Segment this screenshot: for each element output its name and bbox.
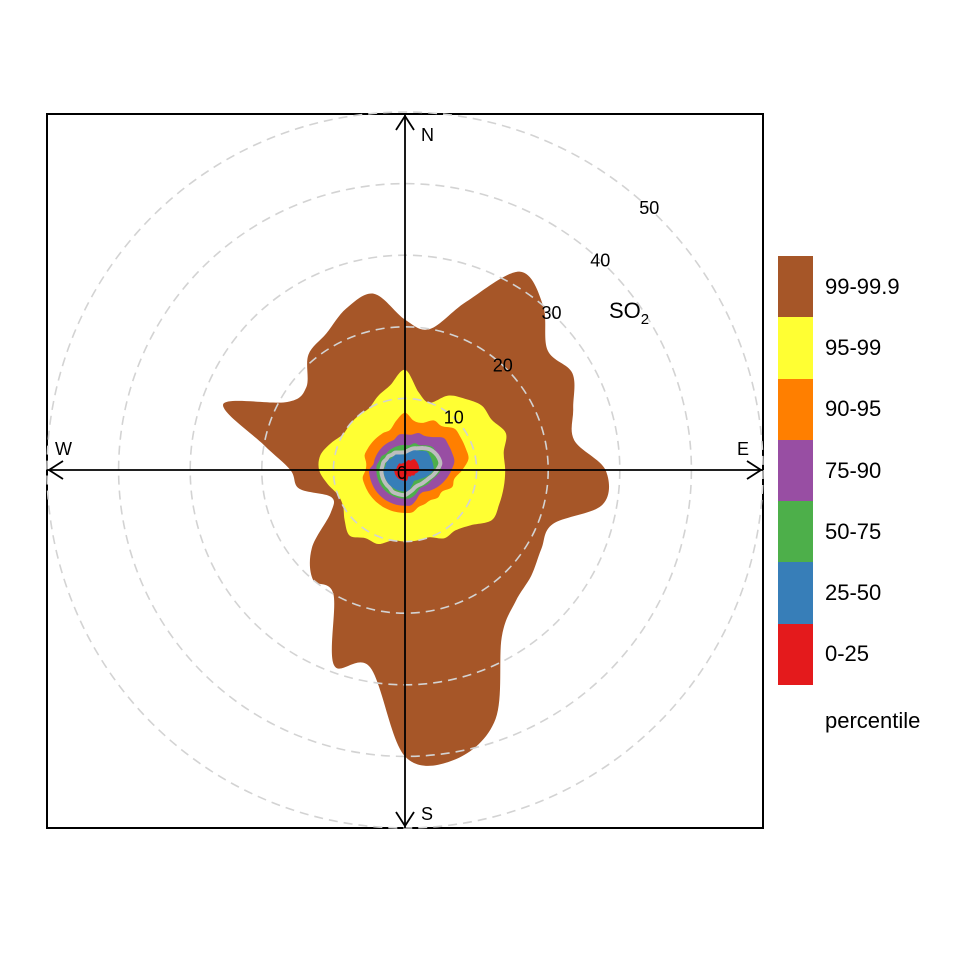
radial-tick-label-50: 50	[639, 198, 659, 218]
legend-item: 95-99	[778, 317, 958, 379]
north-arrow-icon	[395, 114, 415, 131]
legend-swatch	[778, 317, 813, 379]
west-arrow-icon	[47, 460, 64, 480]
legend-item: 0-25	[778, 623, 958, 686]
legend-swatch	[778, 256, 813, 318]
legend-item: 90-95	[778, 378, 958, 440]
south-arrow-icon	[395, 811, 415, 828]
radial-tick-label-20: 20	[493, 355, 513, 375]
legend-label: 25-50	[825, 580, 882, 606]
legend-item: 50-75	[778, 501, 958, 563]
legend-swatch	[778, 501, 813, 563]
legend-swatch	[778, 562, 813, 624]
legend-swatch	[778, 623, 813, 686]
legend-label: 99-99.9	[825, 273, 900, 299]
legend-swatches: 99-99.9 95-99 90-95 75-90 50-75 25-50 0-25	[778, 256, 958, 686]
direction-label-north: N	[421, 125, 434, 145]
legend-item: 25-50	[778, 562, 958, 624]
legend-label: 95-99	[825, 334, 882, 360]
legend-label: 0-25	[825, 641, 870, 667]
compass-axes	[47, 114, 763, 828]
legend-item: 99-99.9	[778, 256, 958, 318]
radial-tick-label-0: 0	[397, 463, 407, 483]
radial-tick-label-30: 30	[542, 303, 562, 323]
legend-swatch	[778, 378, 813, 440]
pollutant-label: SO2	[609, 298, 649, 328]
direction-label-west: W	[55, 439, 72, 459]
legend-label: 75-90	[825, 457, 882, 483]
pollutant-name: SO	[609, 298, 641, 323]
east-arrow-icon	[746, 460, 763, 480]
direction-label-south: S	[421, 804, 433, 824]
pollutant-subscript: 2	[641, 311, 649, 328]
legend-title: percentile	[825, 708, 921, 733]
direction-labels: N E S W SO2	[55, 125, 749, 824]
radial-tick-label-40: 40	[590, 251, 610, 271]
percentile-legend: 99-99.9 95-99 90-95 75-90 50-75 25-50 0-25 per…	[778, 256, 958, 733]
direction-label-east: E	[737, 439, 749, 459]
radial-tick-label-10: 10	[444, 408, 464, 428]
radial-tick-labels: 0 10 20 30 40 50	[397, 198, 659, 483]
percentile-bands	[222, 271, 610, 766]
legend-label: 90-95	[825, 396, 882, 422]
legend-item: 75-90	[778, 439, 958, 502]
legend-swatch	[778, 439, 813, 502]
legend-label: 50-75	[825, 518, 882, 544]
